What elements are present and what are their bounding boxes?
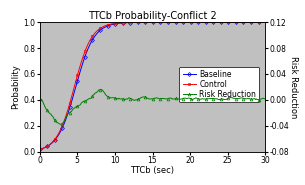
- Risk Reduction: [58, 123, 62, 125]
- Y-axis label: Probability: Probability: [12, 65, 20, 109]
- Risk Reduction: [38, 98, 41, 100]
- Risk Reduction: [264, 98, 267, 100]
- X-axis label: TTCb (sec): TTCb (sec): [131, 166, 174, 175]
- Baseline: [172, 21, 176, 23]
- Baseline: [38, 148, 41, 150]
- Control: [176, 21, 180, 23]
- Control: [228, 21, 232, 23]
- Control: [172, 21, 176, 23]
- Baseline: [264, 21, 267, 23]
- Control: [38, 148, 42, 150]
- Line: Baseline: Baseline: [38, 21, 267, 151]
- Risk Reduction: [244, 98, 248, 100]
- Y-axis label: Risk Reduction: Risk Reduction: [289, 56, 298, 118]
- Control: [242, 21, 246, 23]
- Baseline: [176, 21, 180, 23]
- Baseline: [171, 21, 175, 23]
- Title: TTCb Probability-Conflict 2: TTCb Probability-Conflict 2: [88, 11, 217, 21]
- Line: Risk Reduction: Risk Reduction: [38, 88, 267, 126]
- Control: [264, 21, 267, 23]
- Risk Reduction: [174, 97, 177, 100]
- Risk Reduction: [100, 88, 103, 91]
- Legend: Baseline, Control, Risk Reduction: Baseline, Control, Risk Reduction: [179, 67, 259, 102]
- Baseline: [228, 21, 232, 23]
- Risk Reduction: [230, 97, 233, 99]
- Risk Reduction: [178, 98, 181, 100]
- Baseline: [242, 21, 246, 23]
- Risk Reduction: [38, 98, 42, 100]
- Baseline: [38, 148, 42, 150]
- Line: Control: Control: [38, 21, 267, 151]
- Control: [171, 21, 175, 23]
- Risk Reduction: [173, 98, 177, 100]
- Control: [38, 148, 41, 150]
